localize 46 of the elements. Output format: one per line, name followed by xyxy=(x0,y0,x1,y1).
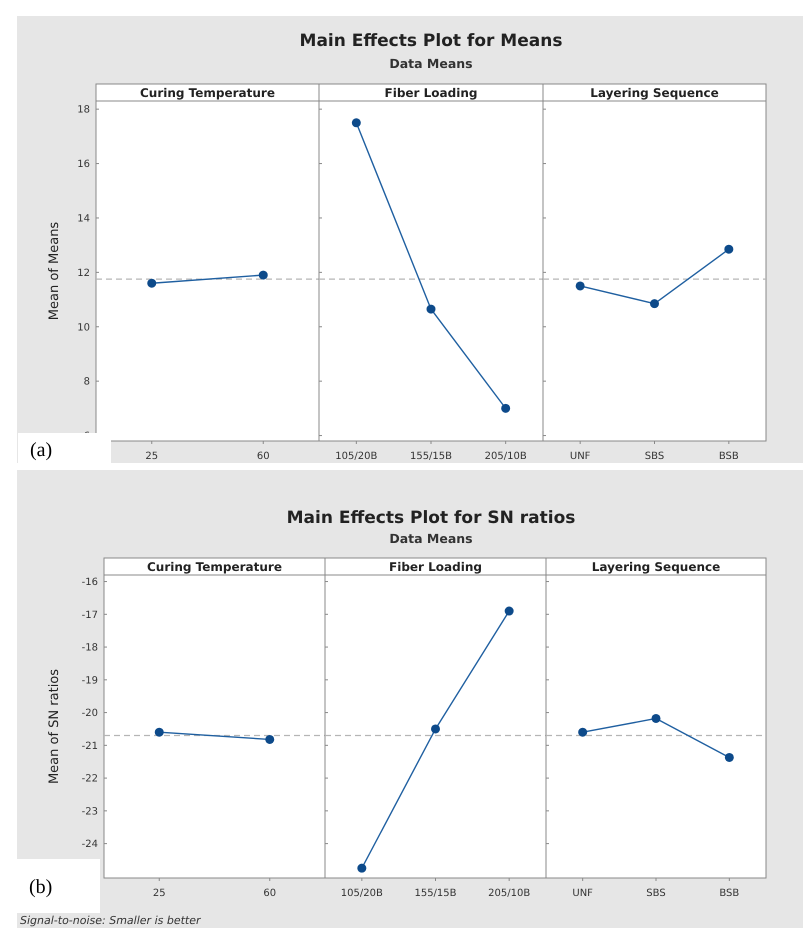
chart-title: Layering Sequence xyxy=(590,86,719,100)
y-tick-label: 12 xyxy=(77,268,90,279)
y-tick-label: 8 xyxy=(84,376,90,388)
chart-title: Layering Sequence xyxy=(592,560,720,574)
text: Main Effects Plot for Means xyxy=(300,31,562,51)
x-tick-label: 205/10B xyxy=(484,451,527,462)
x-tick-label: 155/15B xyxy=(414,888,457,899)
y-tick-label: -22 xyxy=(82,774,98,785)
x-tick-label: BSB xyxy=(718,451,739,462)
y-tick-label: -19 xyxy=(82,675,98,686)
chart-title: Curing Temperature xyxy=(140,86,276,100)
text: Signal-to-noise: Smaller is better xyxy=(20,914,202,927)
y-tick-label: 14 xyxy=(77,213,90,224)
x-tick-label: 105/20B xyxy=(335,451,378,462)
x-tick-label: 60 xyxy=(263,888,276,899)
text: (a) xyxy=(30,439,52,461)
y-tick-label: -18 xyxy=(82,642,98,654)
x-tick-label: UNF xyxy=(572,888,594,899)
chart-title: Fiber Loading xyxy=(389,560,482,574)
x-tick-label: 155/15B xyxy=(410,451,452,462)
text: Main Effects Plot for SN ratios xyxy=(286,508,576,528)
x-tick-label: 25 xyxy=(145,451,158,462)
y-tick-label: -23 xyxy=(82,806,98,818)
y-tick-label: -16 xyxy=(82,577,98,588)
y-tick-label: -24 xyxy=(82,839,98,850)
chart-title: Fiber Loading xyxy=(384,86,478,100)
x-tick-label: 205/10B xyxy=(488,888,530,899)
x-tick-label: 60 xyxy=(256,451,270,462)
y-tick-label: -20 xyxy=(82,708,98,720)
x-tick-label: 25 xyxy=(152,888,166,899)
y-tick-label: 18 xyxy=(77,104,90,116)
text: (b) xyxy=(29,876,52,898)
x-tick-label: BSB xyxy=(719,888,740,899)
y-axis-title: Mean of SN ratios xyxy=(47,668,62,784)
x-tick-label: SBS xyxy=(644,451,664,462)
y-axis-title: Mean of Means xyxy=(47,222,62,320)
x-tick-label: UNF xyxy=(570,451,591,462)
chart-title: Curing Temperature xyxy=(146,560,282,574)
y-tick-label: 16 xyxy=(77,159,90,170)
y-tick-label: -17 xyxy=(82,610,98,621)
y-tick-label: 10 xyxy=(77,322,90,334)
x-tick-label: 105/20B xyxy=(340,888,383,899)
text: Data Means xyxy=(389,531,473,546)
x-tick-label: SBS xyxy=(646,888,666,899)
y-tick-label: -21 xyxy=(82,740,98,752)
text: Data Means xyxy=(389,56,473,71)
